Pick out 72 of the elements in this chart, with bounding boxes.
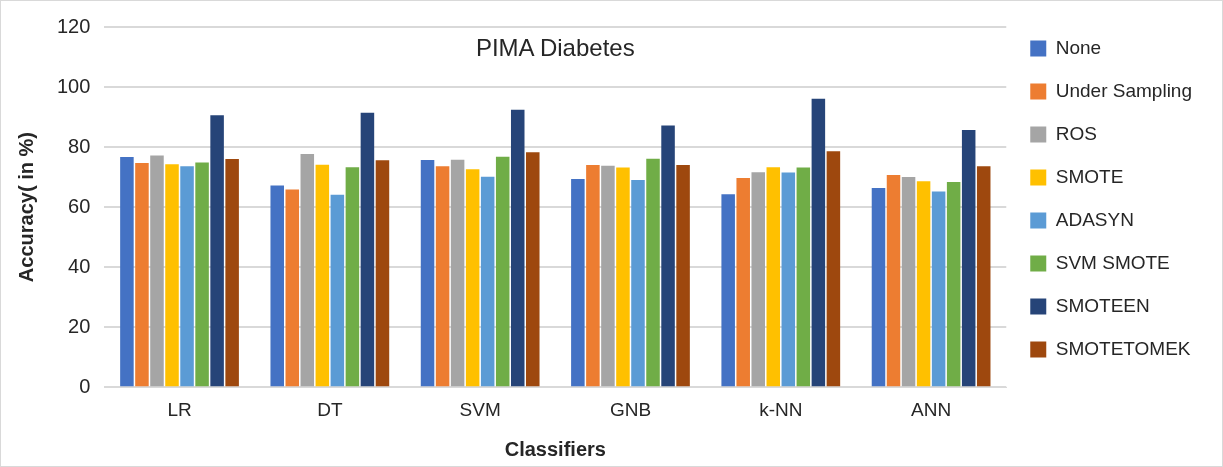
bar [480, 176, 495, 387]
x-tick-label: GNB [609, 398, 652, 420]
y-tick-label: 60 [68, 194, 91, 217]
bar [526, 152, 540, 387]
legend-label: SMOTE [1055, 165, 1124, 187]
bar [811, 98, 826, 387]
bar [345, 167, 360, 387]
legend-label: SVM SMOTE [1055, 251, 1170, 273]
bar [601, 165, 615, 387]
bar [120, 156, 134, 387]
legend-label: None [1055, 36, 1102, 58]
bar [165, 164, 179, 387]
bar [766, 167, 781, 387]
bar [661, 125, 675, 387]
bar [285, 189, 300, 387]
y-tick-label: 120 [56, 14, 91, 37]
x-tick-label: ANN [911, 398, 952, 420]
bar [751, 172, 766, 387]
x-axis-title: Classifiers [504, 437, 606, 460]
bar [300, 153, 315, 387]
bar [931, 191, 946, 387]
bar [150, 155, 164, 387]
bar [135, 162, 149, 387]
chart-title: PIMA Diabetes [475, 33, 635, 61]
legend-label: Under Sampling [1055, 79, 1193, 101]
bar [270, 185, 284, 387]
bar [826, 151, 841, 387]
bar [916, 181, 931, 387]
bar [210, 115, 224, 387]
bar [420, 159, 435, 387]
bar [886, 174, 901, 387]
bar [961, 129, 976, 387]
bar [901, 177, 916, 387]
bar [796, 167, 811, 387]
bar [586, 165, 600, 387]
y-axis-title: Accuracy( in %) [14, 132, 37, 283]
bar [616, 167, 630, 387]
bar [330, 194, 345, 387]
legend-label: SMOTETOMEK [1055, 337, 1191, 359]
bar [646, 158, 660, 387]
legend-label: SMOTEEN [1055, 294, 1150, 316]
bar [180, 166, 194, 387]
y-tick-label: 20 [68, 314, 91, 337]
bar [676, 165, 690, 387]
bar [315, 164, 330, 387]
x-tick-label: DT [317, 398, 343, 420]
y-tick-label: 80 [68, 134, 91, 157]
x-tick-label: k-NN [759, 398, 803, 420]
legend-label: ADASYN [1055, 208, 1134, 230]
bar [375, 160, 390, 387]
y-tick-label: 40 [68, 254, 91, 277]
bar [450, 159, 465, 387]
x-tick-label: LR [167, 398, 192, 420]
bar [360, 112, 375, 387]
bar [976, 166, 991, 387]
bar [465, 169, 480, 387]
y-tick-label: 100 [56, 74, 91, 97]
x-tick-label: SVM [459, 398, 501, 420]
bar [510, 109, 525, 387]
bar [781, 172, 796, 387]
bar [631, 180, 645, 387]
bar [571, 178, 585, 387]
bar [225, 159, 239, 387]
bar [721, 194, 735, 387]
bar [871, 187, 886, 387]
legend-label: ROS [1055, 122, 1097, 144]
bar [195, 162, 209, 387]
bar [495, 156, 510, 387]
bar [435, 166, 450, 387]
y-tick-label: 0 [79, 374, 91, 397]
bar [736, 177, 750, 387]
bar [946, 181, 961, 387]
